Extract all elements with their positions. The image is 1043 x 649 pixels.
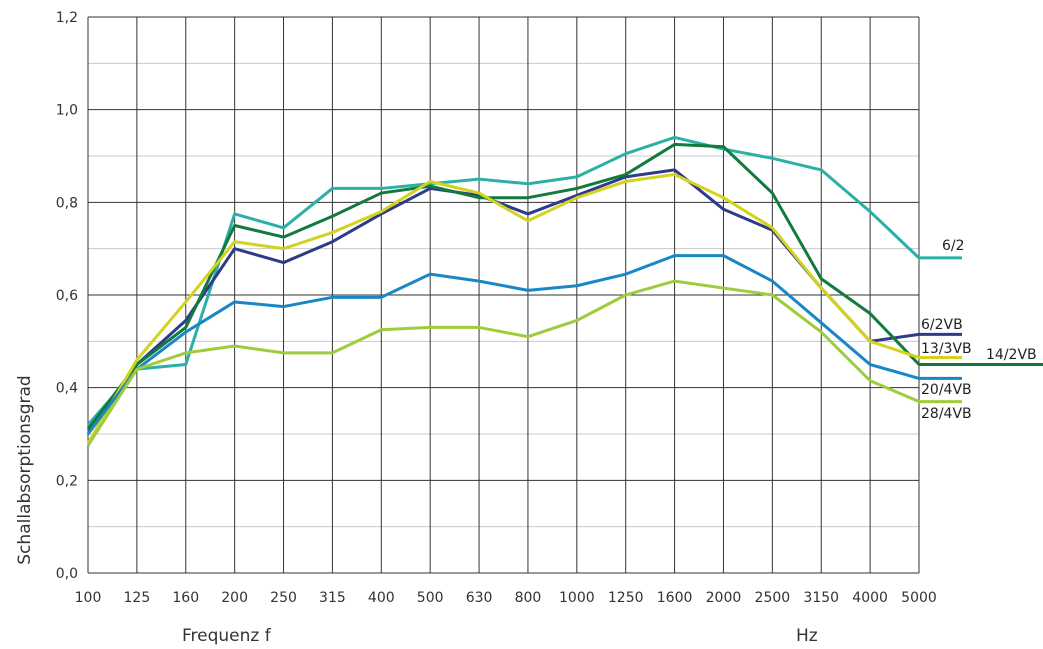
x-tick-label: 1600 xyxy=(657,590,693,606)
x-axis-label: Frequenz f xyxy=(182,626,272,646)
x-axis-unit: Hz xyxy=(796,626,818,646)
x-tick-label: 315 xyxy=(319,590,346,606)
x-tick-label: 500 xyxy=(417,590,444,606)
series-label: 14/2VB xyxy=(986,347,1037,363)
grid xyxy=(87,16,920,574)
x-tick-label: 100 xyxy=(75,590,102,606)
series-label: 6/2 xyxy=(942,238,965,254)
series-labels: 6/2 6/2VB 14/2VB 13/3VB 20/4VB 28/4VB xyxy=(921,238,1037,422)
series-label: 6/2VB xyxy=(921,317,963,333)
x-tick-label: 200 xyxy=(221,590,248,606)
y-tick-label: 1,0 xyxy=(56,103,78,119)
x-tick-label: 3150 xyxy=(803,590,839,606)
y-tick-label: 1,2 xyxy=(56,10,78,26)
y-tick-label: 0,4 xyxy=(56,381,78,397)
series-line xyxy=(86,142,1043,431)
series-line xyxy=(86,168,962,435)
x-tick-label: 1000 xyxy=(559,590,595,606)
y-axis-label: Schallabsorptionsgrad xyxy=(15,375,35,564)
y-tick-label: 0,6 xyxy=(56,288,78,304)
x-tick-label: 2000 xyxy=(706,590,742,606)
x-tick-label: 5000 xyxy=(901,590,937,606)
series-lines xyxy=(86,135,1043,447)
x-tick-label: 125 xyxy=(124,590,151,606)
x-tick-label: 630 xyxy=(466,590,493,606)
x-tick-label: 160 xyxy=(172,590,199,606)
x-tick-label: 800 xyxy=(515,590,542,606)
series-line xyxy=(86,173,962,445)
y-tick-label: 0,2 xyxy=(56,473,78,489)
x-tick-label: 1250 xyxy=(608,590,644,606)
x-tick-label: 4000 xyxy=(852,590,888,606)
x-tick-labels: 100 125 160 200 250 315 400 500 630 800 1000 1250 16… xyxy=(75,590,937,606)
y-tick-labels: 0,0 0,2 0,4 0,6 0,8 1,0 1,2 xyxy=(56,10,78,582)
x-tick-label: 2500 xyxy=(755,590,791,606)
x-tick-label: 250 xyxy=(270,590,297,606)
series-line xyxy=(86,135,962,426)
series-label: 20/4VB xyxy=(921,382,972,398)
x-tick-label: 400 xyxy=(368,590,395,606)
y-tick-label: 0,8 xyxy=(56,195,78,211)
series-label: 28/4VB xyxy=(921,406,972,422)
y-tick-label: 0,0 xyxy=(56,566,78,582)
series-label: 13/3VB xyxy=(921,341,972,357)
series-line xyxy=(86,254,962,435)
series-line xyxy=(86,279,962,447)
